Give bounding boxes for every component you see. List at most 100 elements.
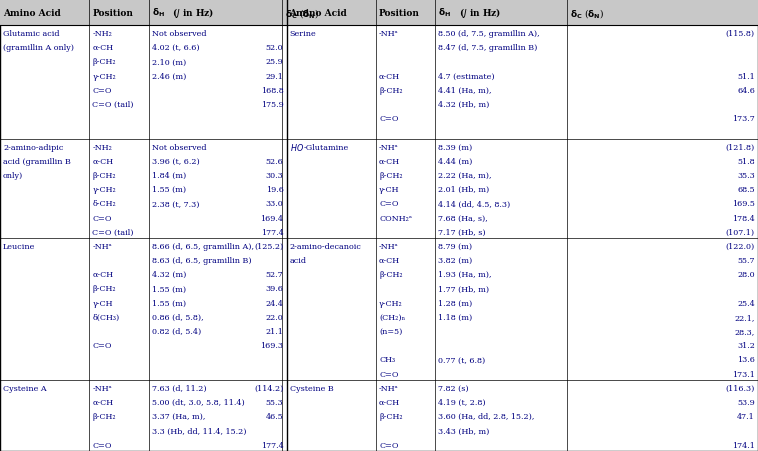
- Text: 39.6: 39.6: [265, 285, 283, 293]
- Text: 175.9: 175.9: [261, 101, 283, 109]
- Text: $\it{H}$$\it{O}$: $\it{H}$$\it{O}$: [290, 142, 303, 153]
- Text: 19.6: 19.6: [265, 186, 283, 194]
- Text: 55.3: 55.3: [266, 398, 283, 406]
- Text: 169.3: 169.3: [261, 341, 283, 350]
- Text: C=O: C=O: [92, 341, 112, 350]
- Text: Leucine: Leucine: [3, 242, 36, 250]
- Text: β-CH₂: β-CH₂: [379, 412, 402, 420]
- Text: 22.1,: 22.1,: [735, 313, 755, 321]
- Text: 2.10 (m): 2.10 (m): [152, 58, 186, 66]
- Text: 68.5: 68.5: [738, 186, 755, 194]
- Text: (n=5): (n=5): [379, 327, 402, 336]
- Text: Not observed: Not observed: [152, 30, 206, 38]
- Text: 7.82 (s): 7.82 (s): [438, 384, 468, 392]
- Text: 8.39 (m): 8.39 (m): [438, 143, 472, 151]
- Text: 3.60 (Ha, dd, 2.8, 15.2),: 3.60 (Ha, dd, 2.8, 15.2),: [438, 412, 534, 420]
- Text: 4.41 (Ha, m),: 4.41 (Ha, m),: [438, 87, 492, 95]
- Text: 5.00 (dt, 3.0, 5.8, 11.4): 5.00 (dt, 3.0, 5.8, 11.4): [152, 398, 244, 406]
- Text: (107.1): (107.1): [726, 228, 755, 236]
- Text: 1.93 (Ha, m),: 1.93 (Ha, m),: [438, 271, 492, 279]
- Text: β-CH₂: β-CH₂: [379, 87, 402, 95]
- Text: 52.7: 52.7: [266, 271, 283, 279]
- Text: 1.77 (Hb, m): 1.77 (Hb, m): [438, 285, 489, 293]
- Text: 53.9: 53.9: [738, 398, 755, 406]
- Text: γ-CH: γ-CH: [92, 299, 113, 307]
- Text: 28.0: 28.0: [738, 271, 755, 279]
- Text: (CH₂)ₙ: (CH₂)ₙ: [379, 313, 405, 321]
- Text: 174.1: 174.1: [732, 441, 755, 449]
- Text: Amino Acid: Amino Acid: [3, 9, 61, 18]
- Text: 52.6: 52.6: [266, 157, 283, 166]
- Text: ($\it{J}$ in Hz): ($\it{J}$ in Hz): [172, 6, 215, 20]
- Text: δ(CH₃): δ(CH₃): [92, 313, 120, 321]
- Text: 55.7: 55.7: [738, 257, 755, 265]
- Text: (114.2): (114.2): [254, 384, 283, 392]
- Text: (122.0): (122.0): [725, 242, 755, 250]
- Text: 3.82 (m): 3.82 (m): [438, 257, 472, 265]
- Text: α-CH: α-CH: [92, 157, 114, 166]
- Text: Serine: Serine: [290, 30, 316, 38]
- Text: 30.3: 30.3: [266, 171, 283, 179]
- Text: ($\it{J}$ in Hz): ($\it{J}$ in Hz): [459, 6, 501, 20]
- Bar: [0, 0, 758, 26]
- Text: C=O: C=O: [379, 441, 399, 449]
- Text: α-CH: α-CH: [379, 157, 400, 166]
- Text: 46.5: 46.5: [266, 412, 283, 420]
- Text: 29.1: 29.1: [265, 73, 283, 80]
- Text: -NH₂: -NH₂: [92, 143, 112, 151]
- Text: -NHᵃ: -NHᵃ: [379, 30, 399, 38]
- Text: 0.77 (t, 6.8): 0.77 (t, 6.8): [438, 356, 485, 364]
- Text: 51.1: 51.1: [738, 73, 755, 80]
- Text: 2.01 (Hb, m): 2.01 (Hb, m): [438, 186, 490, 194]
- Text: 21.1: 21.1: [265, 327, 283, 336]
- Text: β-CH₂: β-CH₂: [379, 271, 402, 279]
- Text: γ-CH₂: γ-CH₂: [92, 73, 116, 80]
- Text: 8.63 (d, 6.5, gramillin B): 8.63 (d, 6.5, gramillin B): [152, 257, 251, 265]
- Text: (116.3): (116.3): [725, 384, 755, 392]
- Text: CONH₂ᵃ: CONH₂ᵃ: [379, 214, 412, 222]
- Text: $\bf{\delta_C}$ ($\bf{\delta_N}$): $\bf{\delta_C}$ ($\bf{\delta_N}$): [285, 7, 319, 19]
- Text: Glutamic acid: Glutamic acid: [3, 30, 60, 38]
- Text: β-CH₂: β-CH₂: [92, 171, 116, 179]
- Text: 169.5: 169.5: [732, 200, 755, 208]
- Text: 3.96 (t, 6.2): 3.96 (t, 6.2): [152, 157, 199, 166]
- Text: -NHᵃ: -NHᵃ: [379, 384, 399, 392]
- Text: δ-CH₂: δ-CH₂: [92, 200, 116, 208]
- Text: 4.02 (t, 6.6): 4.02 (t, 6.6): [152, 44, 199, 52]
- Text: 3.43 (Hb, m): 3.43 (Hb, m): [438, 427, 490, 434]
- Text: 8.79 (m): 8.79 (m): [438, 242, 472, 250]
- Text: 33.0: 33.0: [266, 200, 283, 208]
- Text: (125.2): (125.2): [254, 242, 283, 250]
- Text: 2-amino-decanoic: 2-amino-decanoic: [290, 242, 362, 250]
- Text: 64.6: 64.6: [737, 87, 755, 95]
- Text: 8.50 (d, 7.5, gramillin A),: 8.50 (d, 7.5, gramillin A),: [438, 30, 540, 38]
- Text: (121.8): (121.8): [725, 143, 755, 151]
- Text: β-CH₂: β-CH₂: [379, 171, 402, 179]
- Text: $\bf{\delta_H}$: $\bf{\delta_H}$: [438, 7, 451, 19]
- Text: 7.17 (Hb, s): 7.17 (Hb, s): [438, 228, 486, 236]
- Text: 4.32 (m): 4.32 (m): [152, 271, 186, 279]
- Text: 52.0: 52.0: [266, 44, 283, 52]
- Text: 31.2: 31.2: [737, 341, 755, 350]
- Text: 25.4: 25.4: [738, 299, 755, 307]
- Text: 1.84 (m): 1.84 (m): [152, 171, 186, 179]
- Text: 22.0: 22.0: [266, 313, 283, 321]
- Text: 35.3: 35.3: [738, 171, 755, 179]
- Text: 169.4: 169.4: [261, 214, 283, 222]
- Text: -NHᵃ: -NHᵃ: [92, 384, 112, 392]
- Text: Cysteine A: Cysteine A: [3, 384, 47, 392]
- Text: C=O: C=O: [92, 441, 112, 449]
- Text: 8.66 (d, 6.5, gramillin A),: 8.66 (d, 6.5, gramillin A),: [152, 242, 254, 250]
- Text: β-CH₂: β-CH₂: [92, 285, 116, 293]
- Text: 1.55 (m): 1.55 (m): [152, 186, 186, 194]
- Text: α-CH: α-CH: [92, 398, 114, 406]
- Text: Not observed: Not observed: [152, 143, 206, 151]
- Text: α-CH: α-CH: [379, 257, 400, 265]
- Text: C=O: C=O: [379, 200, 399, 208]
- Text: 4.44 (m): 4.44 (m): [438, 157, 472, 166]
- Text: Position: Position: [92, 9, 133, 18]
- Text: 25.9: 25.9: [266, 58, 283, 66]
- Text: C=O: C=O: [379, 370, 399, 378]
- Text: C=O (tail): C=O (tail): [92, 101, 134, 109]
- Text: 1.18 (m): 1.18 (m): [438, 313, 472, 321]
